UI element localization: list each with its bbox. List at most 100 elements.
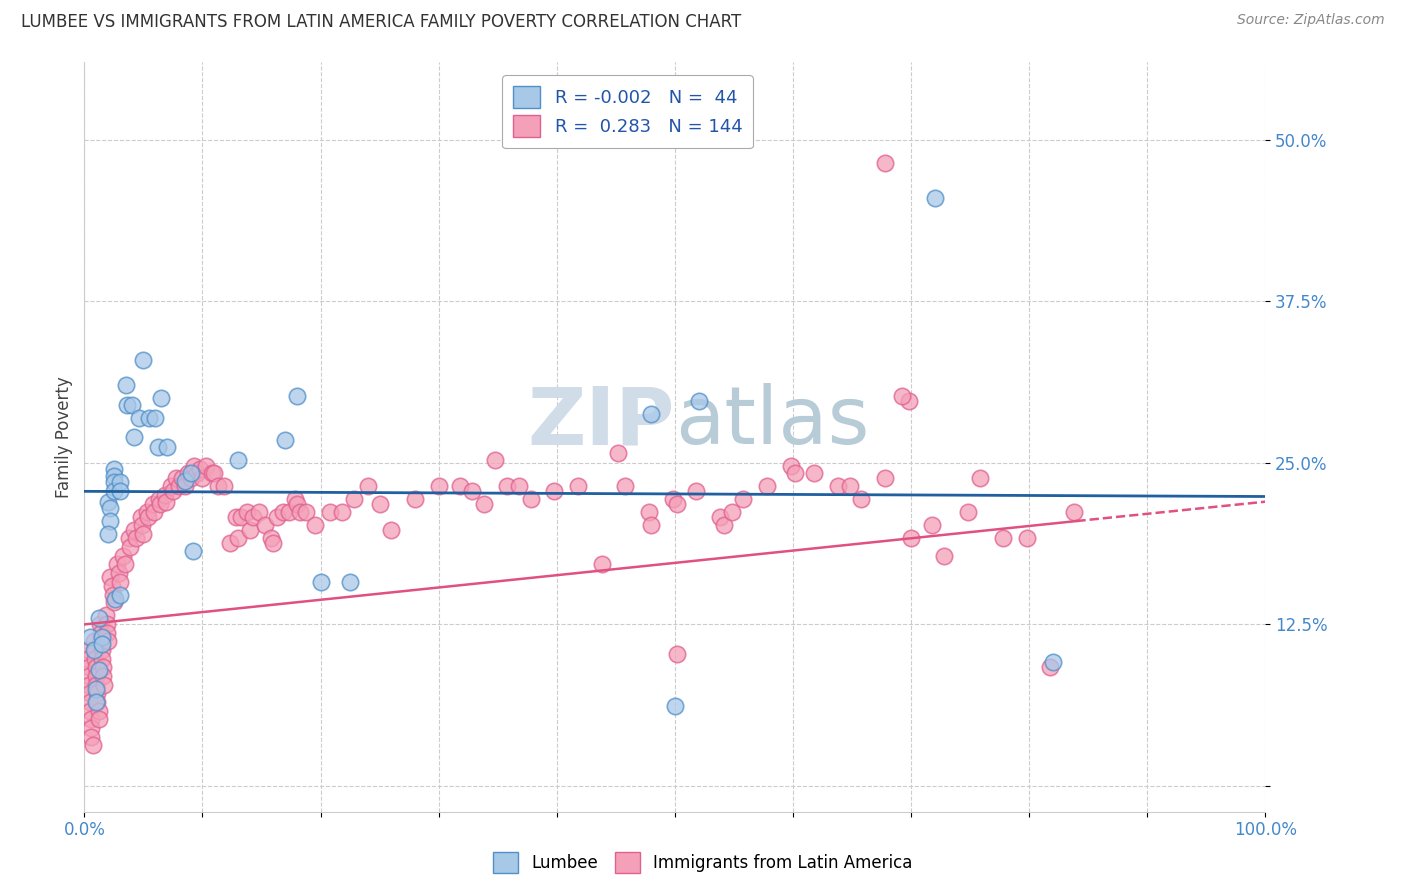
Point xyxy=(285,497,308,511)
Point xyxy=(181,543,204,558)
Point xyxy=(661,492,683,507)
Point xyxy=(166,471,188,485)
Point xyxy=(84,669,107,683)
Point xyxy=(236,505,259,519)
Point xyxy=(84,681,107,696)
Point xyxy=(115,398,138,412)
Point xyxy=(107,566,129,580)
Point xyxy=(79,704,101,718)
Point xyxy=(1015,531,1038,545)
Point xyxy=(97,494,120,508)
Point xyxy=(122,523,145,537)
Point xyxy=(709,510,731,524)
Point xyxy=(87,704,110,718)
Point xyxy=(666,647,689,661)
Point xyxy=(142,497,165,511)
Point xyxy=(103,484,125,499)
Point xyxy=(80,712,103,726)
Point xyxy=(956,505,979,519)
Point xyxy=(827,479,849,493)
Point xyxy=(83,643,105,657)
Point xyxy=(380,523,402,537)
Point xyxy=(103,468,125,483)
Point xyxy=(508,479,530,493)
Point xyxy=(195,458,218,473)
Point xyxy=(266,510,288,524)
Point xyxy=(77,660,100,674)
Point xyxy=(100,579,122,593)
Point xyxy=(84,643,107,657)
Text: atlas: atlas xyxy=(675,383,869,461)
Point xyxy=(640,517,662,532)
Point xyxy=(343,492,366,507)
Point xyxy=(87,712,110,726)
Point xyxy=(114,557,136,571)
Point xyxy=(167,479,190,493)
Point xyxy=(890,389,912,403)
Point xyxy=(143,505,166,519)
Point xyxy=(225,510,247,524)
Point xyxy=(86,695,108,709)
Point xyxy=(319,505,342,519)
Text: LUMBEE VS IMMIGRANTS FROM LATIN AMERICA FAMILY POVERTY CORRELATION CHART: LUMBEE VS IMMIGRANTS FROM LATIN AMERICA … xyxy=(21,13,741,31)
Point xyxy=(129,510,152,524)
Point xyxy=(91,637,114,651)
Point xyxy=(91,643,114,657)
Point xyxy=(226,531,249,545)
Point xyxy=(664,698,686,713)
Point xyxy=(172,471,194,485)
Point xyxy=(449,479,471,493)
Point xyxy=(86,686,108,700)
Point xyxy=(404,492,426,507)
Point xyxy=(91,630,114,644)
Point xyxy=(90,634,112,648)
Point xyxy=(330,505,353,519)
Point xyxy=(567,479,589,493)
Point xyxy=(1039,660,1062,674)
Point xyxy=(84,695,107,709)
Point xyxy=(77,669,100,683)
Point xyxy=(247,505,270,519)
Point xyxy=(614,479,637,493)
Point xyxy=(638,505,661,519)
Point xyxy=(149,497,172,511)
Point xyxy=(368,497,391,511)
Point xyxy=(91,652,114,666)
Point xyxy=(91,669,114,683)
Point xyxy=(84,652,107,666)
Point xyxy=(924,191,946,205)
Point xyxy=(80,730,103,744)
Point xyxy=(101,588,124,602)
Point xyxy=(851,492,873,507)
Point xyxy=(87,663,110,677)
Point xyxy=(897,393,920,408)
Point xyxy=(260,531,283,545)
Point xyxy=(186,467,208,481)
Point xyxy=(96,617,118,632)
Point xyxy=(779,458,801,473)
Point xyxy=(177,467,200,481)
Point xyxy=(79,695,101,709)
Point xyxy=(131,517,153,532)
Point xyxy=(121,398,143,412)
Point xyxy=(108,588,131,602)
Point xyxy=(91,660,114,674)
Point xyxy=(188,462,211,476)
Point xyxy=(98,514,121,528)
Point xyxy=(304,517,326,532)
Point xyxy=(155,494,177,508)
Point xyxy=(136,510,159,524)
Point xyxy=(77,643,100,657)
Point xyxy=(132,352,155,367)
Point xyxy=(103,462,125,476)
Point xyxy=(118,531,141,545)
Point xyxy=(183,458,205,473)
Point xyxy=(84,660,107,674)
Point xyxy=(733,492,755,507)
Point xyxy=(1042,655,1064,669)
Point xyxy=(173,474,195,488)
Point xyxy=(128,410,150,425)
Point xyxy=(156,441,179,455)
Legend: R = -0.002   N =  44, R =  0.283   N = 144: R = -0.002 N = 44, R = 0.283 N = 144 xyxy=(502,75,754,148)
Point xyxy=(1063,505,1085,519)
